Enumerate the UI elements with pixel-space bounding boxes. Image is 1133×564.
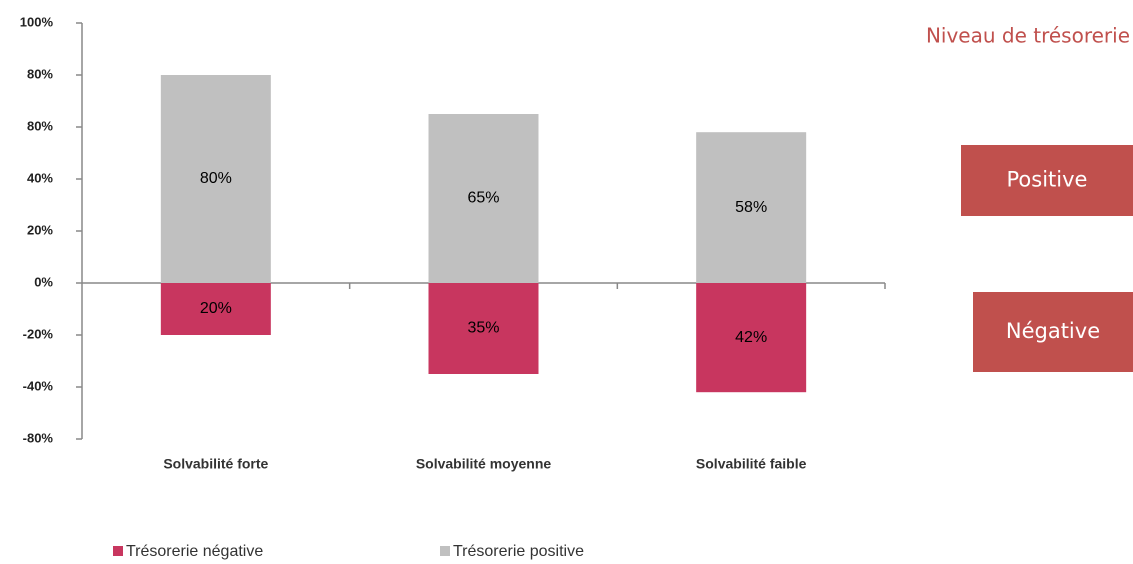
side-title: Niveau de trésorerie (926, 24, 1130, 48)
y-tick-label: 80% (27, 118, 53, 133)
bar (160, 283, 271, 335)
bar (428, 114, 539, 283)
value-label: 58% (735, 199, 767, 216)
value-label: 42% (735, 329, 767, 346)
y-tick-label: 40% (27, 170, 53, 185)
bar (160, 75, 271, 283)
legend-box (961, 145, 1133, 216)
y-tick-label: 80% (27, 66, 53, 81)
legend-label: Trésorerie négative (126, 543, 263, 560)
legend-box (973, 292, 1133, 372)
y-tick-label: 20% (27, 222, 53, 237)
value-label: 80% (200, 170, 232, 187)
y-tick-label: -20% (23, 326, 54, 341)
value-label: 20% (200, 300, 232, 317)
y-tick-label: 100% (20, 14, 54, 29)
y-tick-label: -40% (23, 378, 54, 393)
legend-box-label: Négative (1006, 319, 1100, 343)
y-tick-label: -80% (23, 430, 54, 445)
legend-swatch (440, 546, 450, 556)
y-tick-label: 0% (34, 274, 53, 289)
x-tick-label: Solvabilité forte (163, 456, 268, 472)
legend-label: Trésorerie positive (453, 543, 584, 560)
bar (428, 283, 539, 374)
bar (696, 283, 807, 393)
x-tick-label: Solvabilité faible (696, 456, 807, 472)
value-label: 35% (467, 320, 499, 337)
value-label: 65% (467, 190, 499, 207)
x-tick-label: Solvabilité moyenne (416, 456, 552, 472)
legend-swatch (113, 546, 123, 556)
legend-box-label: Positive (1007, 168, 1088, 192)
bar (696, 132, 807, 283)
